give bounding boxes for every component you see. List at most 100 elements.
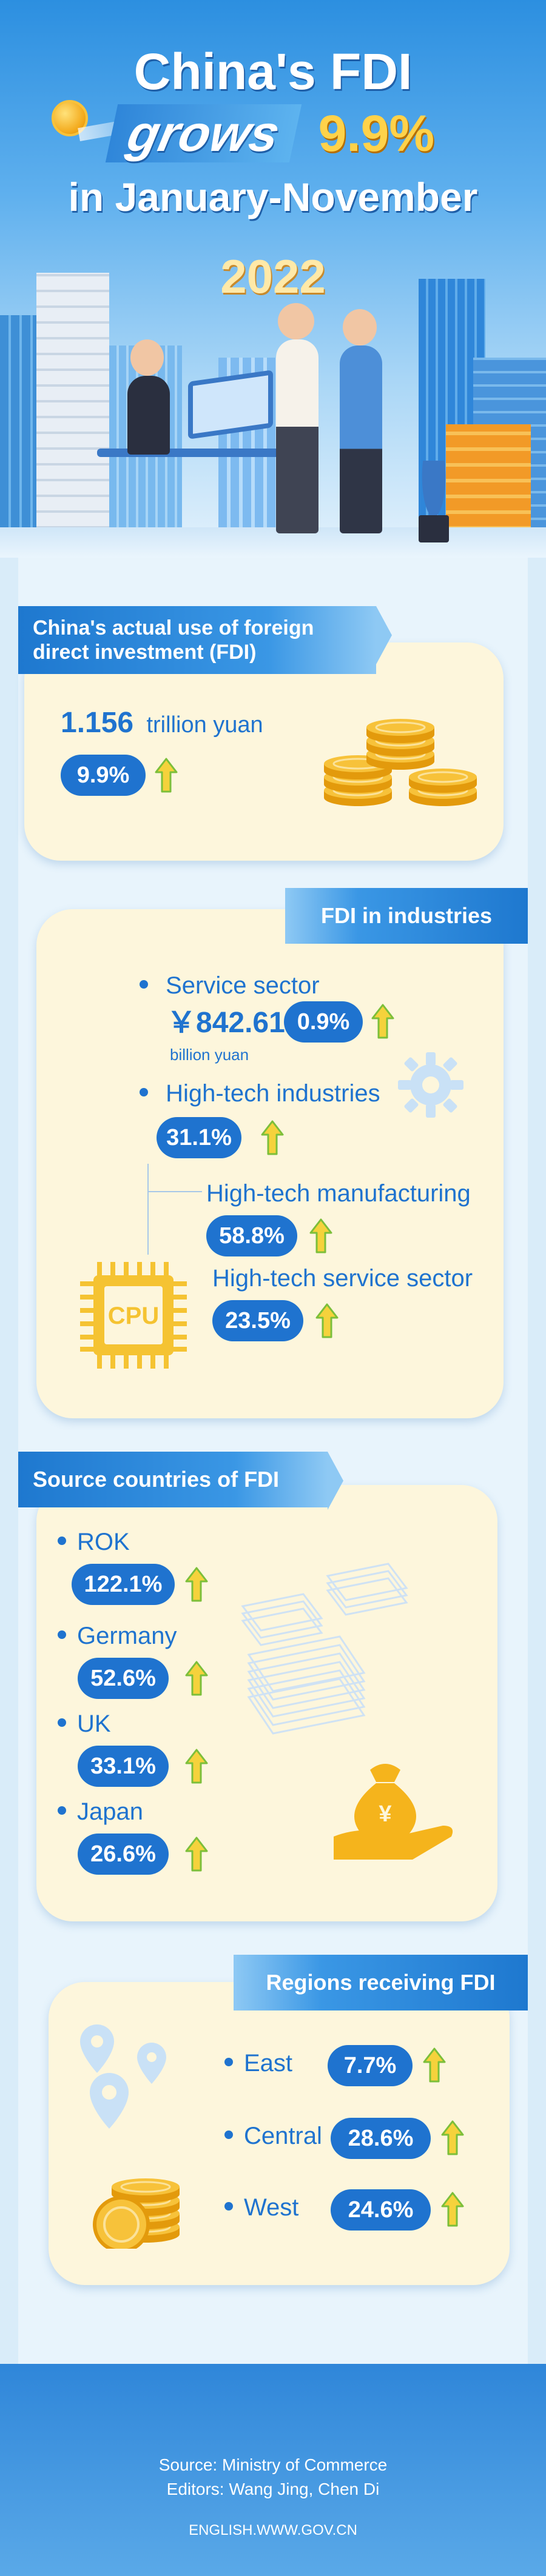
region-item-label: West bbox=[224, 2193, 298, 2222]
up-arrow-icon bbox=[309, 1218, 332, 1253]
title-line-3: in January-November bbox=[68, 175, 478, 219]
person-head bbox=[343, 309, 377, 345]
fdi-amount: 1.156 trillion yuan bbox=[61, 706, 263, 742]
regions-heading-text: Regions receiving FDI bbox=[266, 1970, 496, 1995]
person-head bbox=[130, 339, 164, 376]
service-sector-text: Service sector bbox=[166, 972, 320, 999]
fdi-amount-value: 1.156 bbox=[61, 707, 134, 739]
source-item-label: UK bbox=[58, 1709, 111, 1738]
up-arrow-icon bbox=[185, 1661, 208, 1696]
coin-stack-icon bbox=[323, 719, 478, 806]
up-arrow-icon bbox=[261, 1120, 284, 1155]
hightech-growth: 31.1% bbox=[157, 1117, 241, 1158]
hightech-service-growth: 23.5% bbox=[212, 1300, 303, 1341]
regions-heading: Regions receiving FDI bbox=[234, 1955, 528, 2010]
industries-heading: FDI in industries bbox=[285, 888, 528, 944]
fdi-growth-badge: 9.9% bbox=[61, 755, 146, 796]
footer-editors: Editors: Wang Jing, Chen Di bbox=[166, 2480, 380, 2498]
title-grows: grows bbox=[105, 104, 302, 162]
up-arrow-icon bbox=[441, 2192, 464, 2227]
hightech-growth-value: 31.1% bbox=[166, 1124, 232, 1150]
fdi-growth-value: 9.9% bbox=[76, 762, 130, 788]
footer-site[interactable]: ENGLISH.WWW.GOV.CN bbox=[189, 2522, 357, 2538]
monitor-icon bbox=[188, 370, 273, 439]
up-arrow-icon bbox=[185, 1749, 208, 1784]
source-item-label: Germany bbox=[58, 1621, 177, 1650]
region-growth-value: 7.7% bbox=[343, 2052, 397, 2078]
person-illustration bbox=[276, 339, 318, 533]
source-item-growth: 26.6% bbox=[78, 1834, 169, 1875]
person-head bbox=[278, 303, 314, 339]
up-arrow-icon bbox=[315, 1303, 339, 1338]
source-item-growth: 33.1% bbox=[78, 1746, 169, 1787]
source-item-label: ROK bbox=[58, 1527, 130, 1557]
hightech-text: High-tech industries bbox=[166, 1080, 380, 1107]
service-sector-amount: ￥842.61 bbox=[167, 1007, 285, 1039]
title-year: 2022 bbox=[220, 250, 326, 303]
sources-heading: Source countries of FDI bbox=[18, 1452, 343, 1510]
service-ht-growth-value: 23.5% bbox=[225, 1307, 291, 1333]
up-arrow-icon bbox=[441, 2120, 464, 2155]
source-item-growth: 52.6% bbox=[78, 1658, 169, 1699]
actual-use-heading-text: China's actual use of foreign direct inv… bbox=[33, 616, 314, 664]
connector-line bbox=[147, 1164, 149, 1255]
sources-heading-text: Source countries of FDI bbox=[33, 1467, 280, 1492]
source-name: Japan bbox=[77, 1798, 143, 1825]
cpu-chip-icon: CPU bbox=[80, 1262, 187, 1369]
service-sector-label: Service sector bbox=[140, 971, 320, 1000]
source-name: ROK bbox=[77, 1529, 130, 1555]
source-item-label: Japan bbox=[58, 1797, 143, 1826]
source-growth-value: 26.6% bbox=[90, 1841, 156, 1867]
service-sector-unit: billion yuan bbox=[170, 1046, 249, 1064]
hightech-manufacturing-label: High-tech manufacturing bbox=[206, 1180, 471, 1207]
plant-pot bbox=[419, 515, 449, 542]
hightech-manufacturing-growth: 58.8% bbox=[206, 1215, 297, 1256]
service-growth-value: 0.9% bbox=[297, 1009, 350, 1035]
footer-source: Source: Ministry of Commerce bbox=[158, 2455, 388, 2474]
coin-stack-icon bbox=[93, 2178, 181, 2249]
money-bag-hand-icon: ¥ bbox=[334, 1764, 453, 1860]
source-growth-value: 122.1% bbox=[84, 1571, 163, 1597]
ground bbox=[0, 527, 546, 558]
flying-coin-icon bbox=[52, 100, 88, 136]
up-arrow-icon bbox=[185, 1837, 208, 1872]
source-item-growth: 122.1% bbox=[72, 1564, 175, 1605]
map-pin-icon bbox=[80, 2024, 166, 2129]
connector-line bbox=[147, 1191, 202, 1192]
region-name: East bbox=[244, 2050, 293, 2077]
manufacturing-growth-value: 58.8% bbox=[219, 1223, 285, 1249]
title-line-2: grows 9.9% bbox=[0, 104, 546, 162]
industries-heading-text: FDI in industries bbox=[320, 903, 493, 928]
person-illustration bbox=[127, 376, 170, 455]
title-block: China's FDI grows 9.9% in January-Novemb… bbox=[0, 42, 546, 305]
source-growth-value: 52.6% bbox=[90, 1665, 156, 1691]
region-item-growth: 24.6% bbox=[331, 2189, 431, 2231]
desk-illustration bbox=[97, 449, 279, 457]
actual-use-heading: China's actual use of foreign direct inv… bbox=[18, 606, 392, 674]
region-name: Central bbox=[244, 2123, 322, 2149]
svg-text:¥: ¥ bbox=[379, 1801, 391, 1827]
person-illustration bbox=[340, 345, 382, 533]
up-arrow-icon bbox=[185, 1567, 208, 1602]
hightech-service-label: High-tech service sector bbox=[212, 1265, 473, 1292]
source-growth-value: 33.1% bbox=[90, 1753, 156, 1779]
region-growth-value: 24.6% bbox=[348, 2197, 414, 2223]
header-banner: China's FDI grows 9.9% in January-Novemb… bbox=[0, 0, 546, 558]
up-arrow-icon bbox=[155, 758, 178, 793]
region-name: West bbox=[244, 2194, 299, 2221]
title-line-1: China's FDI bbox=[133, 43, 413, 100]
region-item-label: Central bbox=[224, 2121, 322, 2151]
region-item-label: East bbox=[224, 2049, 292, 2078]
region-item-growth: 28.6% bbox=[331, 2118, 431, 2159]
fdi-amount-unit: trillion yuan bbox=[146, 712, 263, 738]
gear-icon bbox=[398, 1052, 463, 1118]
region-item-growth: 7.7% bbox=[328, 2045, 413, 2086]
hightech-label: High-tech industries bbox=[140, 1079, 380, 1108]
up-arrow-icon bbox=[371, 1004, 394, 1039]
cpu-label: CPU bbox=[108, 1303, 159, 1329]
source-name: UK bbox=[77, 1710, 111, 1737]
title-percent: 9.9% bbox=[318, 105, 435, 162]
up-arrow-icon bbox=[423, 2047, 446, 2083]
service-sector-growth: 0.9% bbox=[284, 1001, 363, 1043]
building-illustration bbox=[36, 273, 109, 558]
